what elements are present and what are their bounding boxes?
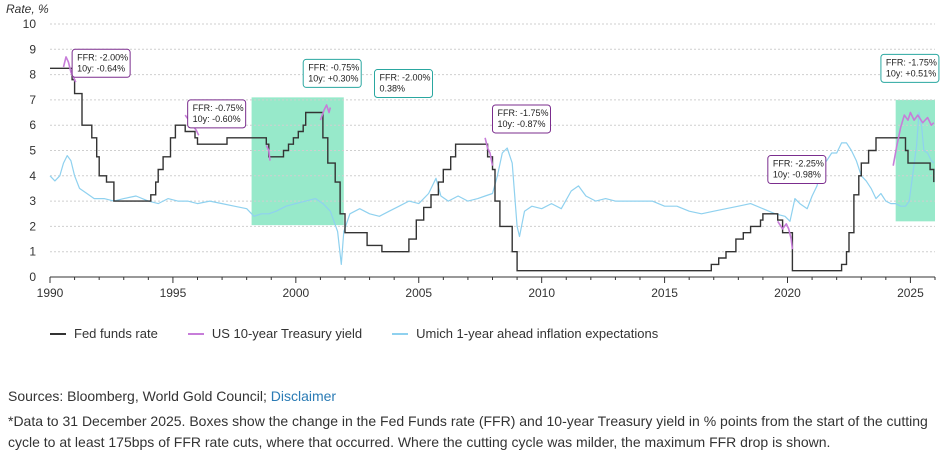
y-axis-title: Rate, %	[6, 2, 49, 16]
series-treasury-yield-segment-4	[484, 137, 494, 166]
annotation-text: 0.38%	[380, 84, 406, 94]
legend-swatch-treasury	[187, 332, 204, 335]
annotation-box-5: FFR: -2.25%10y: -0.98%	[767, 155, 827, 185]
y-tick-label: 8	[29, 68, 36, 82]
sources-text: Sources: Bloomberg, World Gold Council;	[8, 388, 271, 404]
series-umich-inflation-expectations	[49, 111, 935, 265]
x-tick-label: 1995	[160, 286, 187, 300]
y-tick-label: 3	[29, 194, 36, 208]
x-tick-label: 1990	[37, 286, 64, 300]
annotation-frame	[187, 99, 247, 129]
series-treasury-yield-segment-5	[777, 220, 794, 250]
annotation-text: FFR: -1.75%	[498, 108, 549, 118]
legend-label-fed-funds: Fed funds rate	[74, 326, 158, 341]
footnote: *Data to 31 December 2025. Boxes show th…	[8, 413, 928, 450]
legend-label-umich: Umich 1-year ahead inflation expectation…	[416, 326, 659, 341]
x-tick-label: 2025	[897, 286, 924, 300]
x-tick-label: 2005	[405, 286, 432, 300]
annotation-text: 10y: -0.60%	[193, 114, 241, 124]
annotation-box-0: FFR: -2.00%10y: -0.64%	[71, 48, 131, 78]
y-tick-label: 9	[29, 42, 36, 56]
series-treasury-yield-segment-3	[319, 104, 332, 121]
y-tick-label: 5	[29, 144, 36, 158]
y-tick-label: 0	[29, 270, 36, 284]
legend-swatch-fed-funds	[50, 332, 66, 335]
annotation-box-6: FFR: -1.75%10y: +0.51%	[880, 53, 940, 83]
x-tick-label: 2010	[528, 286, 555, 300]
annotation-box-3: FFR: -2.00%0.38%	[374, 69, 433, 99]
annotation-text: 10y: -0.87%	[498, 119, 546, 129]
legend-item-treasury: US 10-year Treasury yield	[187, 326, 363, 341]
series-treasury-yield-segment-0	[62, 56, 77, 83]
annotation-text: FFR: -1.75%	[886, 57, 937, 67]
y-tick-label: 7	[29, 93, 36, 107]
y-tick-label: 2	[29, 219, 36, 233]
series-treasury-yield-segment-2	[265, 145, 271, 161]
legend-item-fed-funds: Fed funds rate	[50, 326, 158, 341]
annotation-box-4: FFR: -1.75%10y: -0.87%	[492, 104, 551, 134]
sources-line: Sources: Bloomberg, World Gold Council; …	[8, 388, 336, 404]
annotation-text: 10y: -0.64%	[77, 63, 125, 73]
y-tick-label: 6	[29, 118, 36, 132]
series-treasury-yield-segment-6	[892, 111, 935, 166]
y-tick-label: 10	[23, 17, 37, 31]
annotation-text: FFR: -2.25%	[773, 159, 824, 169]
annotation-text: FFR: -2.00%	[77, 52, 128, 62]
y-tick-label: 4	[29, 169, 36, 183]
annotation-frame	[880, 53, 940, 83]
series-fed-funds-rate	[50, 67, 935, 272]
annotation-frame	[302, 58, 362, 88]
legend-label-treasury: US 10-year Treasury yield	[211, 326, 363, 341]
annotation-box-2: FFR: -0.75%10y: +0.30%	[302, 58, 362, 88]
annotation-frame	[374, 69, 433, 99]
x-tick-label: 2020	[774, 286, 801, 300]
annotation-text: 10y: +0.51%	[886, 68, 936, 78]
shaded-region-0	[251, 97, 344, 226]
x-tick-label: 2015	[651, 286, 678, 300]
disclaimer-link[interactable]: Disclaimer	[270, 388, 337, 404]
annotation-text: FFR: -0.75%	[193, 103, 244, 113]
annotation-text: FFR: -0.75%	[308, 62, 359, 72]
annotation-text: 10y: +0.30%	[308, 73, 358, 83]
x-tick-label: 2000	[282, 286, 309, 300]
legend-swatch-umich	[392, 332, 409, 335]
annotation-text: 10y: -0.98%	[773, 170, 821, 180]
annotation-box-1: FFR: -0.75%10y: -0.60%	[187, 99, 247, 129]
y-tick-label: 1	[29, 245, 36, 259]
annotation-frame	[767, 155, 827, 185]
annotation-text: FFR: -2.00%	[380, 73, 431, 83]
annotation-frame	[71, 48, 131, 78]
legend-item-umich: Umich 1-year ahead inflation expectation…	[392, 326, 658, 341]
annotation-frame	[492, 104, 551, 134]
rates-chart: Rate, % 0 1 2 3 4 5 6 7 8 9 10 1990 1995 2000 2005 201…	[6, 2, 940, 300]
chart-legend: Fed funds rate US 10-year Treasury yield…	[50, 326, 688, 341]
